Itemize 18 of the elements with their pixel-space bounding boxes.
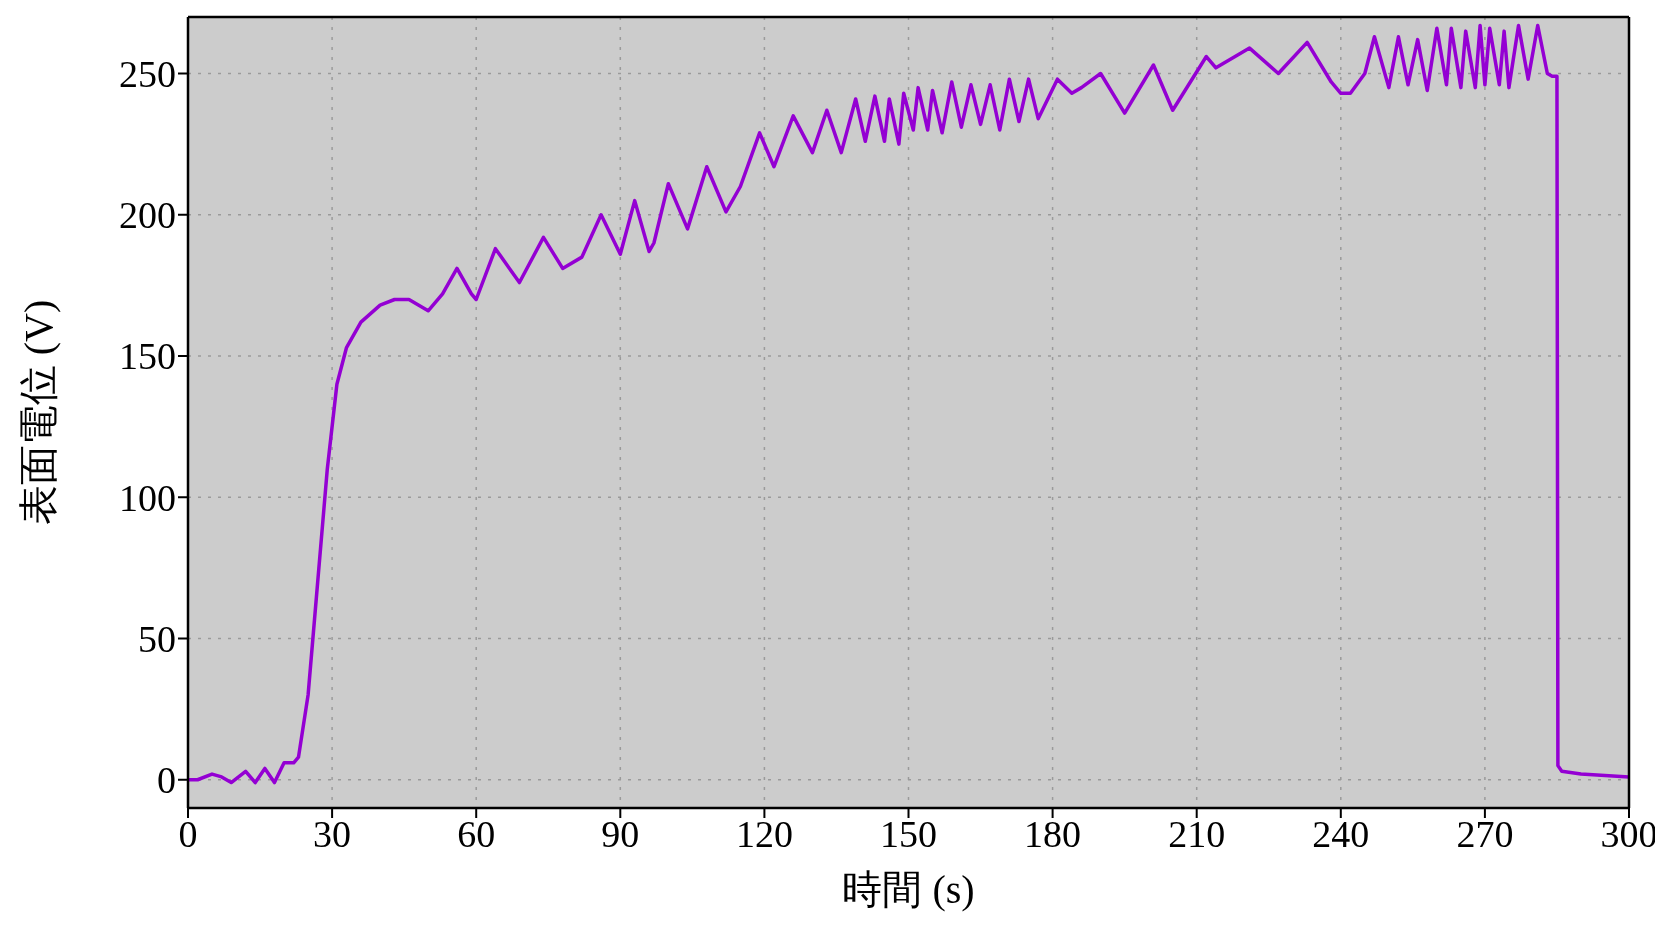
x-tick-label: 60 bbox=[457, 812, 496, 855]
y-tick-label: 100 bbox=[119, 476, 176, 519]
line-series bbox=[188, 23, 1629, 785]
x-tick-label: 210 bbox=[1168, 812, 1226, 855]
y-tick-label: 150 bbox=[119, 335, 176, 378]
y-tick-label: 250 bbox=[119, 52, 176, 95]
x-axis-title: 時間 (s) bbox=[842, 867, 975, 912]
x-tick-label: 240 bbox=[1312, 812, 1370, 855]
x-tick-label: 120 bbox=[735, 812, 793, 855]
x-tick-label: 30 bbox=[313, 812, 352, 855]
y-tick-label: 200 bbox=[119, 194, 176, 237]
x-tick-label: 90 bbox=[601, 812, 640, 855]
x-tick-label: 180 bbox=[1024, 812, 1082, 855]
x-tick-label: 150 bbox=[880, 812, 937, 855]
y-tick-label: 0 bbox=[157, 759, 176, 802]
y-tick-label: 50 bbox=[138, 617, 176, 660]
x-tick-label: 270 bbox=[1456, 812, 1514, 855]
y-axis-title: 表面電位 (V) bbox=[16, 299, 62, 526]
